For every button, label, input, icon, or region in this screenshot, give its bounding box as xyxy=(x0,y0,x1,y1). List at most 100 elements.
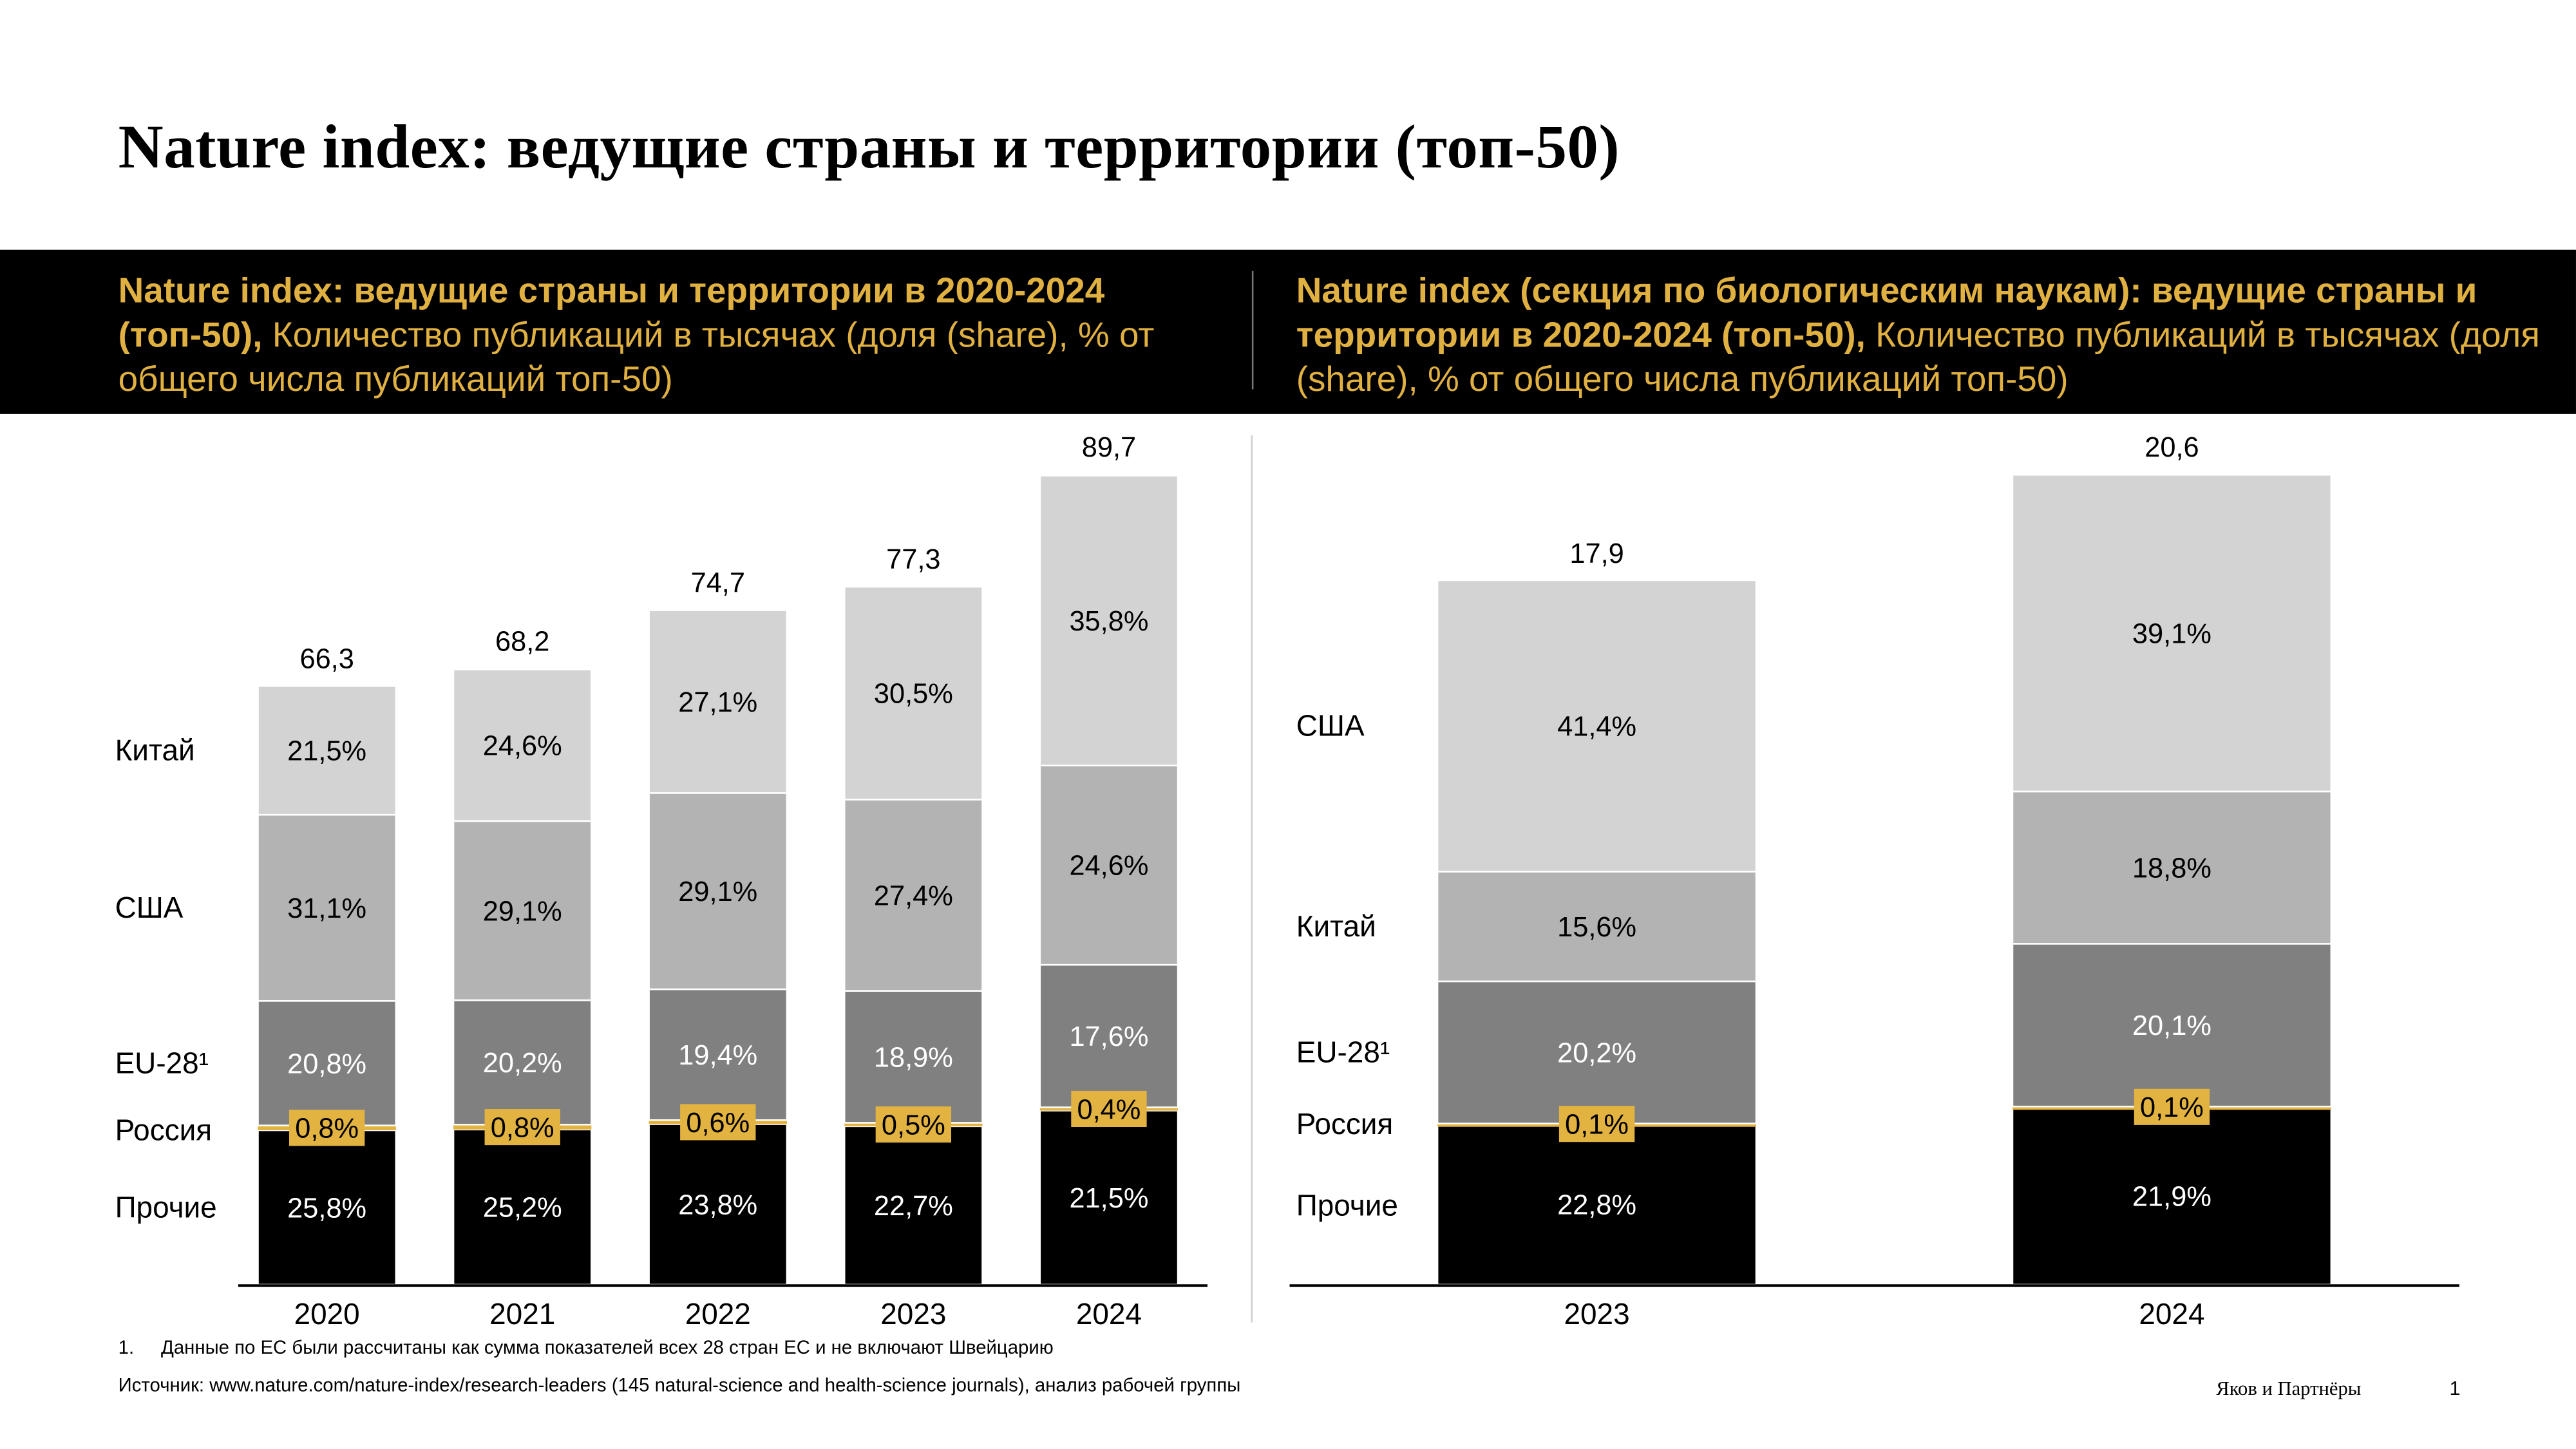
bar-segment-Китай-2020 xyxy=(257,685,397,816)
total-label: 20,6 xyxy=(2145,432,2199,463)
bar-segment-Прочие-2024 xyxy=(1039,1110,1179,1286)
source-note: Источник: www.nature.com/nature-index/re… xyxy=(118,1376,1241,1397)
data-label: 19,4% xyxy=(678,1040,757,1071)
data-label: 30,5% xyxy=(874,679,953,710)
data-label: 18,8% xyxy=(2132,853,2211,884)
data-label: 29,1% xyxy=(483,896,562,927)
data-label: 35,8% xyxy=(1069,606,1148,637)
data-label: 0,5% xyxy=(882,1110,945,1141)
bar-segment-США-2023 xyxy=(843,799,983,992)
header-band: Nature index: ведущие страны и территори… xyxy=(0,249,2576,414)
data-label: 0,1% xyxy=(1565,1109,1629,1140)
data-label: 27,4% xyxy=(874,880,953,911)
x-tick-label: 2024 xyxy=(2139,1297,2204,1331)
legend-label-4: Китай xyxy=(115,734,195,767)
bar-segment-EU-28¹-2022 xyxy=(648,988,788,1121)
bar-segment-EU-28¹-2020 xyxy=(257,999,397,1126)
legend-label-3: Китай xyxy=(1296,909,1376,943)
data-label: 29,1% xyxy=(678,876,757,907)
russia-badge xyxy=(484,1109,560,1146)
footnote-number: 1. xyxy=(118,1339,135,1359)
x-tick-label: 2020 xyxy=(294,1297,360,1331)
x-tick-label: 2024 xyxy=(1076,1297,1142,1331)
total-label: 17,9 xyxy=(1569,538,1624,569)
right-header-bold: Nature index (секция по биологическим на… xyxy=(1296,270,2477,355)
bar-segment-EU-28¹-2024 xyxy=(2011,943,2333,1108)
legend-label-2: EU-28¹ xyxy=(1296,1036,1390,1069)
data-label: 24,6% xyxy=(1069,851,1148,882)
bar-segment-Прочие-2023 xyxy=(1436,1123,1757,1286)
bar-segment-США-2024 xyxy=(2011,473,2333,793)
data-label: 0,6% xyxy=(686,1108,750,1139)
data-label: 22,8% xyxy=(1557,1190,1636,1221)
data-label: 24,6% xyxy=(483,731,562,762)
legend-label-0: Прочие xyxy=(115,1190,217,1224)
legend-label-1: Россия xyxy=(115,1113,213,1146)
bar-segment-Китай-2022 xyxy=(648,609,788,794)
bar-segment-США-2023 xyxy=(1436,579,1757,873)
x-tick-label: 2023 xyxy=(880,1297,946,1331)
header-divider xyxy=(1251,270,1254,390)
bar-segment-EU-28¹-2023 xyxy=(1436,980,1757,1124)
bar-segment-Прочие-2020 xyxy=(257,1129,397,1286)
data-label: 21,5% xyxy=(1069,1183,1148,1214)
legend-label-0: Прочие xyxy=(1296,1189,1398,1222)
right-header-text: Количество публикаций в тысячах (доля (s… xyxy=(1296,315,2540,399)
page-number: 1 xyxy=(2449,1376,2461,1400)
bar-segment-Прочие-2023 xyxy=(843,1125,983,1286)
russia-badge xyxy=(1071,1090,1147,1128)
bar-segment-США-2021 xyxy=(452,820,592,1001)
data-label: 15,6% xyxy=(1557,912,1636,943)
bar-segment-Китай-2023 xyxy=(843,585,983,800)
data-label: 0,8% xyxy=(491,1112,554,1143)
data-label: 17,6% xyxy=(1069,1021,1148,1052)
footnote: 1. Данные по ЕС были рассчитаны как сумма… xyxy=(118,1339,1054,1359)
data-label: 20,8% xyxy=(287,1048,366,1079)
data-label: 22,7% xyxy=(874,1191,953,1222)
total-label: 74,7 xyxy=(691,567,745,598)
footnote-text: Данные по ЕС были рассчитаны как сумма п… xyxy=(160,1339,1054,1359)
legend-label-4: США xyxy=(1296,708,1365,742)
data-label: 20,1% xyxy=(2132,1010,2211,1041)
bar-segment-EU-28¹-2021 xyxy=(452,999,592,1126)
x-tick-label: 2022 xyxy=(685,1297,751,1331)
x-tick-label: 2021 xyxy=(489,1297,555,1331)
data-label: 25,2% xyxy=(483,1193,562,1224)
data-label: 20,2% xyxy=(1557,1038,1636,1069)
x-tick-label: 2023 xyxy=(1564,1297,1630,1331)
data-label: 41,4% xyxy=(1557,711,1636,742)
data-label: 0,4% xyxy=(1077,1094,1141,1125)
legend-label-3: США xyxy=(115,891,184,924)
total-label: 89,7 xyxy=(1082,432,1136,463)
page-title: Nature index: ведущие страны и территори… xyxy=(118,113,1620,183)
russia-badge xyxy=(289,1110,365,1146)
russia-badge xyxy=(680,1104,756,1141)
legend-label-2: EU-28¹ xyxy=(115,1046,209,1079)
data-label: 0,1% xyxy=(2140,1092,2204,1123)
data-label: 25,8% xyxy=(287,1193,366,1224)
bar-segment-США-2022 xyxy=(648,792,788,990)
brand-logo: Яков и Партнёры xyxy=(2216,1376,2362,1400)
left-header-bold: Nature index: ведущие страны и территори… xyxy=(118,270,1105,355)
data-label: 31,1% xyxy=(287,893,366,924)
data-label: 0,8% xyxy=(295,1113,359,1144)
bar-segment-Китай-2024 xyxy=(1039,475,1179,767)
bar-segment-Прочие-2024 xyxy=(2011,1106,2333,1286)
data-label: 23,8% xyxy=(678,1190,757,1221)
russia-badge xyxy=(2134,1088,2210,1125)
russia-badge xyxy=(875,1106,952,1143)
total-label: 68,2 xyxy=(495,627,549,658)
legend-label-1: Россия xyxy=(1296,1107,1394,1141)
bar-segment-Китай-2021 xyxy=(452,668,592,822)
data-label: 27,1% xyxy=(678,687,757,718)
right-chart-header: Nature index (секция по биологическим на… xyxy=(1296,269,2561,402)
bar-segment-EU-28¹-2023 xyxy=(843,990,983,1124)
bar-segment-США-2020 xyxy=(257,813,397,1002)
left-header-text: Количество публикаций в тысячах (доля (s… xyxy=(118,315,1155,399)
total-label: 66,3 xyxy=(299,643,354,674)
bar-segment-Прочие-2021 xyxy=(452,1128,592,1286)
data-label: 21,5% xyxy=(287,736,366,767)
left-chart-header: Nature index: ведущие страны и территори… xyxy=(118,269,1219,402)
